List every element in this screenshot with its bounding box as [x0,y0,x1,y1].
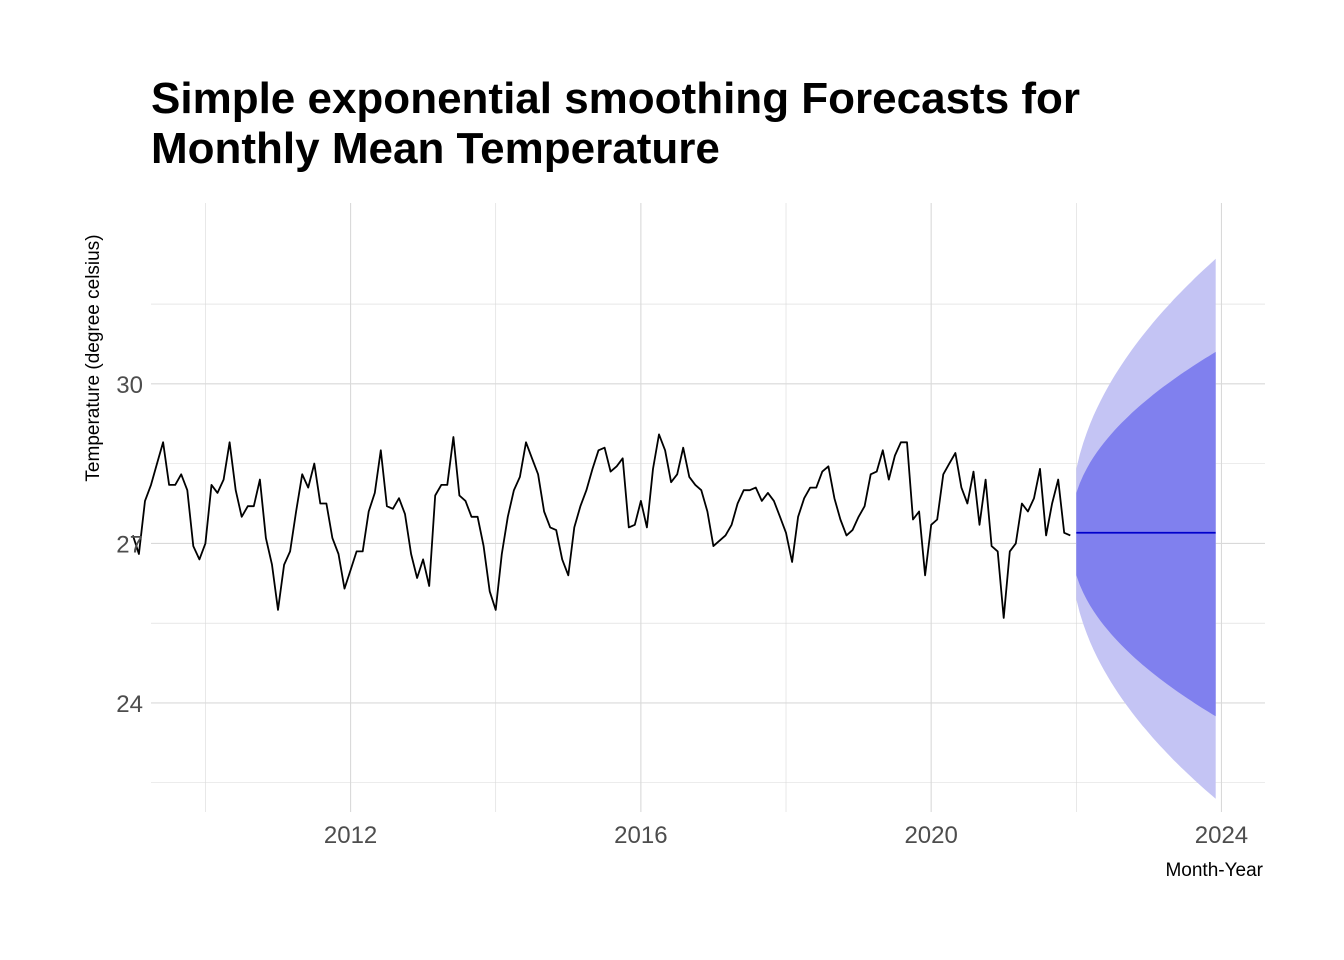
observed-series-line [132,433,1071,619]
forecast-intervals [1076,258,1216,799]
chart-title: Simple exponential smoothing Forecasts f… [151,74,1080,174]
x-tick-label: 2024 [1195,822,1248,849]
chart-title-line-2: Monthly Mean Temperature [151,124,720,173]
x-tick-label: 2012 [324,822,377,849]
y-axis-ticks: 24 27 30 [116,372,143,718]
y-tick-label: 27 [116,531,143,558]
data-lines [132,433,1216,619]
forecast-80-interval [1076,351,1216,717]
x-tick-label: 2020 [904,822,957,849]
x-axis-ticks: 2012 2016 2020 2024 [324,822,1248,849]
x-tick-label: 2016 [614,822,667,849]
y-tick-label: 24 [116,691,143,718]
y-tick-label: 30 [116,372,143,399]
x-axis-title: Month-Year [1165,860,1263,881]
chart-title-line-1: Simple exponential smoothing Forecasts f… [151,74,1081,123]
y-axis-title: Temperature (degree celsius) [83,234,104,481]
major-gridlines [151,203,1265,812]
